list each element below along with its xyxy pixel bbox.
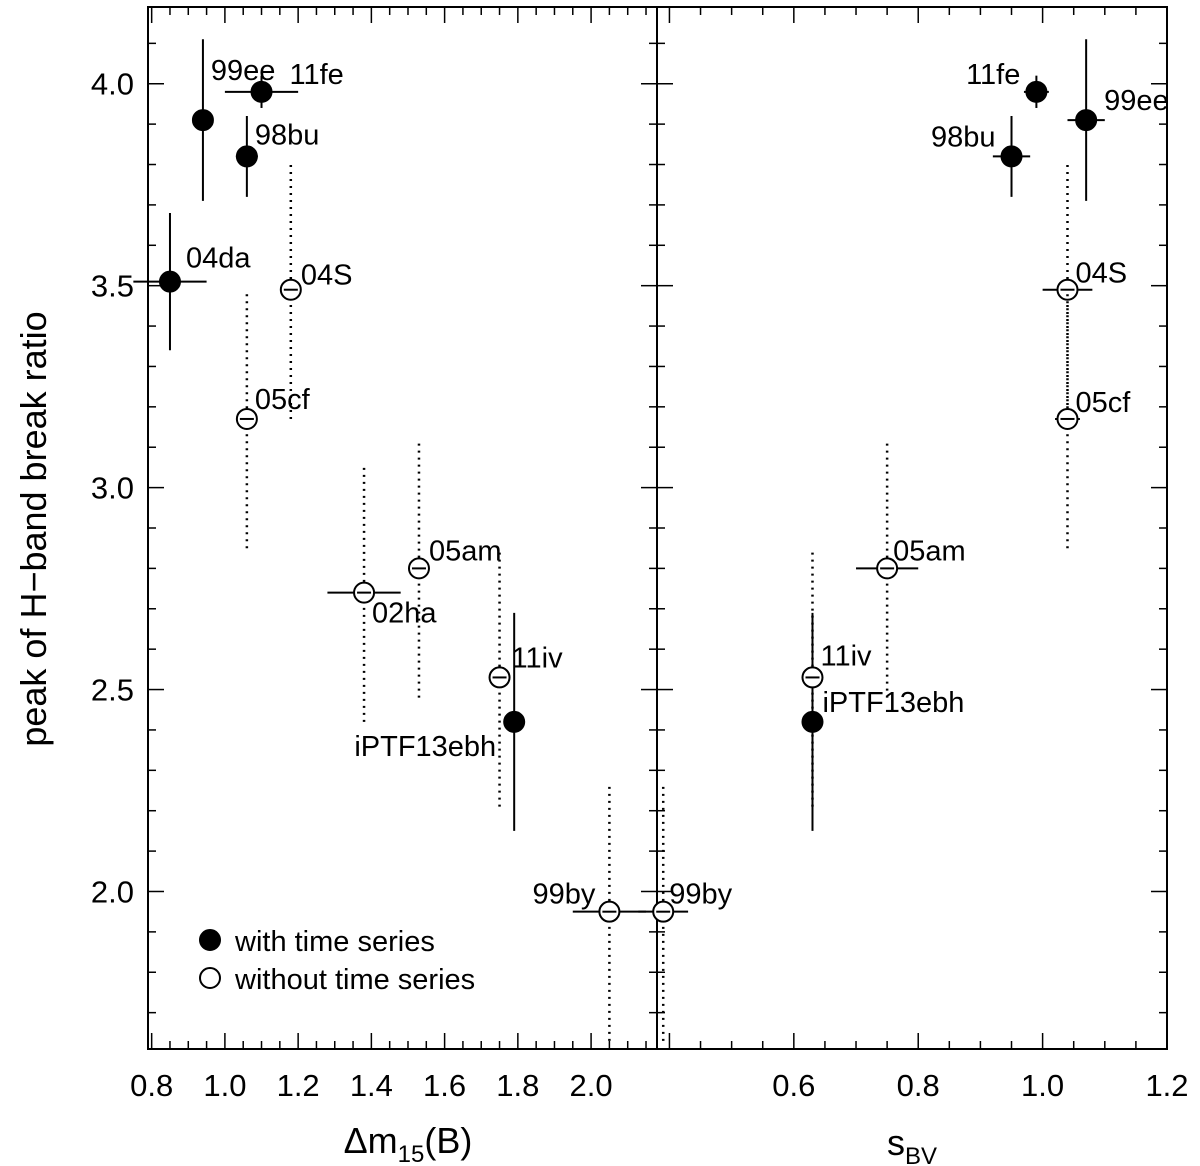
point-label-04s: 04S [301, 260, 353, 292]
point-label-05am: 05am [429, 535, 502, 567]
point-99ee [193, 110, 213, 130]
legend: with time series without time series [200, 926, 475, 996]
point-label-11fe: 11fe [290, 59, 344, 91]
y-axis-label: peak of H−band break ratio [13, 311, 54, 746]
left-x-tick-label: 1.2 [277, 1068, 320, 1103]
right-x-tick-label: 1.2 [1145, 1068, 1188, 1103]
point-label-99by: 99by [669, 879, 732, 911]
y-tick-label: 4.0 [91, 67, 134, 102]
left-x-tick-label: 1.0 [203, 1068, 246, 1103]
left-x-tick-label: 0.8 [130, 1068, 173, 1103]
point-iptf13ebh [504, 712, 524, 732]
left-x-tick-label: 1.4 [350, 1068, 393, 1103]
point-11fe [252, 82, 272, 102]
point-11fe [1026, 82, 1046, 102]
point-label-iptf13ebh: iPTF13ebh [822, 687, 964, 719]
x-axis-label-left: Δm15(B) [344, 1120, 473, 1166]
point-label-99ee: 99ee [1104, 85, 1169, 117]
point-98bu [1002, 146, 1022, 166]
legend-label-with-time-series: with time series [234, 926, 435, 958]
point-label-11iv: 11iv [820, 640, 872, 672]
point-04da [160, 272, 180, 292]
point-label-04s: 04S [1075, 258, 1127, 290]
legend-marker-open [200, 968, 220, 988]
point-label-98bu: 98bu [931, 121, 996, 153]
point-label-04da: 04da [186, 243, 251, 275]
left-x-tick-label: 1.6 [423, 1068, 466, 1103]
right-panel: 0.6 0.8 1.0 1.2 11fe 99ee 98bu iPTF13ebh 04S 05cf… [638, 7, 1188, 1103]
y-tick-label: 2.0 [91, 874, 134, 909]
point-label-05cf: 05cf [1075, 387, 1131, 419]
x-axis-label-right: sBV [887, 1122, 937, 1166]
left-series-without-time-series: 04S 05cf 02ha 05am 11iv 99by [237, 160, 646, 1040]
point-label-99by: 99by [533, 879, 596, 911]
right-x-tick-label: 0.6 [772, 1068, 815, 1103]
y-tick-label: 2.5 [91, 673, 134, 708]
y-tick-label: 3.5 [91, 269, 134, 304]
legend-label-without-time-series: without time series [234, 964, 475, 996]
point-label-05am: 05am [893, 535, 966, 567]
point-label-05cf: 05cf [255, 384, 311, 416]
right-series-with-time-series: 11fe 99ee 98bu iPTF13ebh [802, 39, 1168, 831]
left-x-tick-label: 2.0 [570, 1068, 613, 1103]
legend-marker-filled [200, 930, 220, 950]
right-x-tick-label: 0.8 [897, 1068, 940, 1103]
right-series-without-time-series: 04S 05cf 05am 11iv 99by [638, 160, 1131, 1040]
right-x-tick-label: 1.0 [1021, 1068, 1064, 1103]
point-label-98bu: 98bu [255, 119, 320, 151]
left-x-tick-label: 1.8 [496, 1068, 539, 1103]
right-plot-frame [657, 7, 1167, 1049]
point-label-11fe: 11fe [966, 59, 1020, 91]
point-label-iptf13ebh: iPTF13ebh [354, 731, 496, 763]
y-tick-label: 3.0 [91, 471, 134, 506]
point-99ee [1076, 110, 1096, 130]
point-label-02ha: 02ha [372, 598, 437, 630]
point-label-11iv: 11iv [512, 642, 564, 674]
point-98bu [237, 146, 257, 166]
